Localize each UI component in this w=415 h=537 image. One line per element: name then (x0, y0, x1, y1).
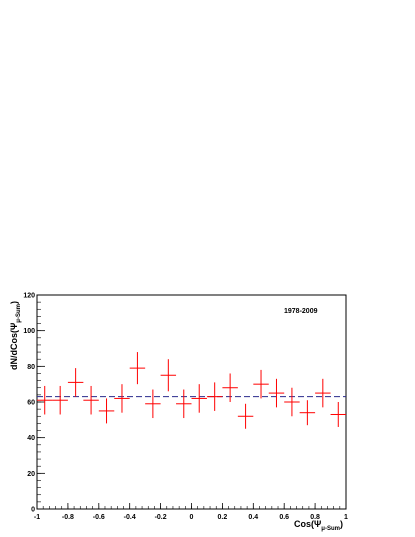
axis-ticks: -1 -0.8 -0.6 -0.4 -0.2 0 0.2 0.4 0.6 0.8 1 0 20 40 60 8… (23, 293, 348, 522)
data-point (206, 382, 223, 411)
data-point (52, 385, 68, 415)
y-tick-label: 40 (27, 435, 35, 442)
x-tick-label: 0.4 (248, 514, 258, 521)
data-point (129, 352, 146, 385)
data-point (114, 384, 130, 413)
data-point (176, 389, 192, 419)
data-point (160, 359, 177, 392)
x-tick-label: -0.4 (124, 514, 136, 521)
x-tick-label: 1 (344, 514, 348, 521)
data-point (145, 389, 161, 419)
x-tick-label: 0 (190, 514, 194, 521)
x-tick-label: 0.8 (310, 514, 320, 521)
x-tick-label: 0.6 (279, 514, 289, 521)
data-point (284, 387, 300, 417)
y-tick-label: 20 (27, 471, 35, 478)
data-point (268, 378, 285, 408)
data-point (253, 369, 269, 399)
x-axis-title: Cos(Ψμ-Sum) (294, 519, 343, 532)
data-points (37, 352, 346, 429)
data-point (237, 403, 254, 429)
x-tick-label: -0.2 (155, 514, 167, 521)
data-point (83, 385, 99, 415)
annotation-label: 1978-2009 (284, 308, 318, 315)
y-tick-label: 120 (23, 293, 35, 300)
y-tick-label: 100 (23, 328, 35, 335)
data-point (330, 402, 346, 427)
data-point (67, 368, 84, 397)
y-tick-label: 80 (27, 364, 35, 371)
x-axis-title-close: ) (340, 519, 343, 529)
x-tick-label: 0.2 (218, 514, 228, 521)
data-point (299, 400, 316, 426)
data-point (222, 373, 238, 402)
y-axis-title-close: ) (9, 301, 19, 304)
y-axis-title-sub: μ-Sum (16, 304, 22, 323)
data-point (98, 398, 115, 424)
x-axis-title-sub: μ-Sum (321, 526, 340, 532)
y-axis-title: dN/dCos(Ψμ-Sum) (9, 301, 22, 370)
data-point (37, 385, 53, 415)
x-axis-title-main: Cos(Ψ (294, 519, 321, 529)
y-tick-label: 0 (31, 507, 35, 514)
y-axis-title-main: dN/dCos(Ψ (9, 323, 19, 370)
y-tick-label: 60 (27, 400, 35, 407)
data-point (315, 378, 331, 408)
x-tick-label: -0.8 (62, 514, 74, 521)
data-point (191, 384, 207, 413)
x-tick-label: -1 (34, 514, 40, 521)
x-tick-label: -0.6 (93, 514, 105, 521)
